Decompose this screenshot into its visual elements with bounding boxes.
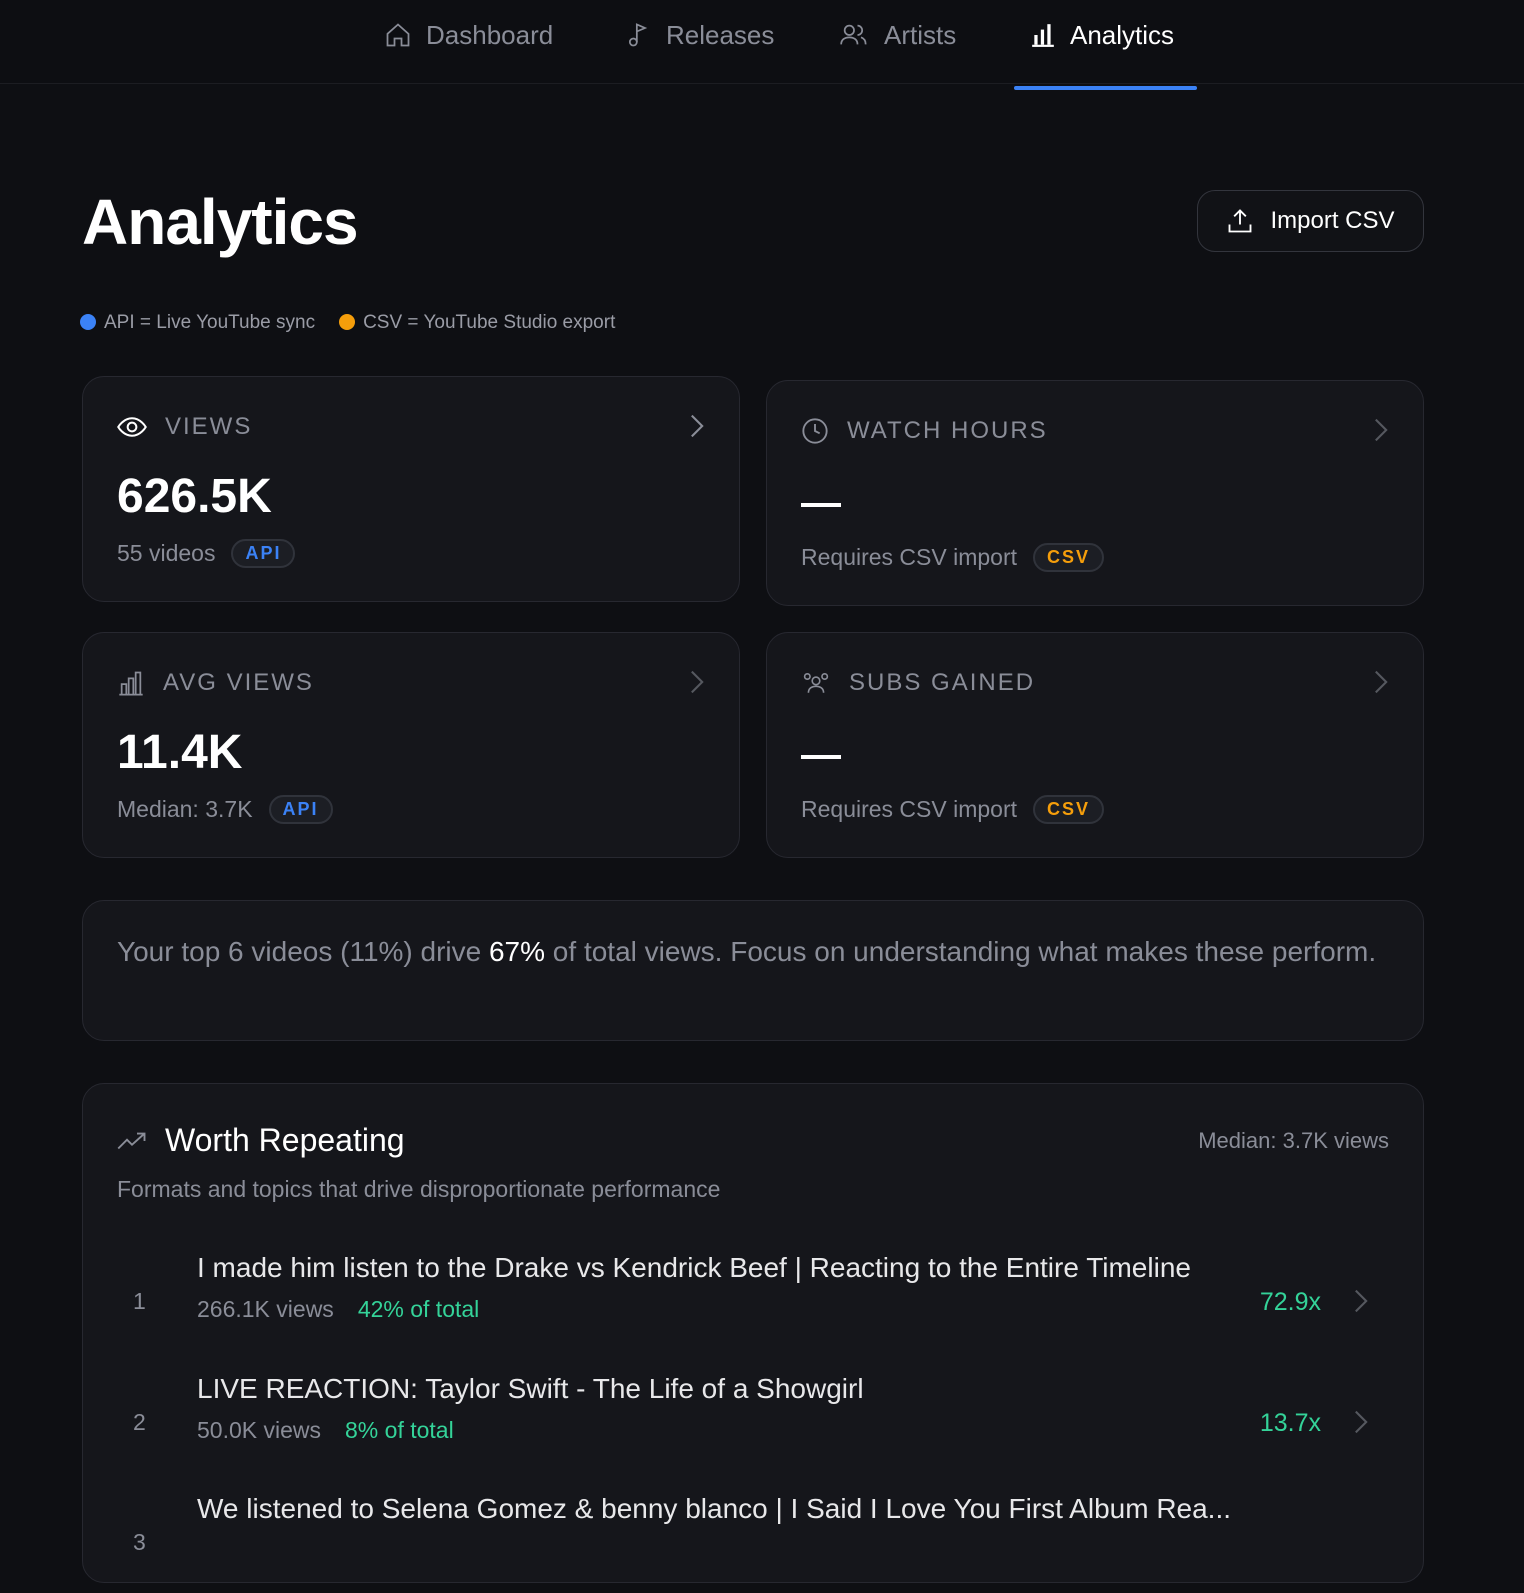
video-row[interactable]: 2 LIVE REACTION: Taylor Swift - The Life… <box>83 1373 1425 1473</box>
nav-dashboard[interactable]: Dashboard <box>384 18 553 52</box>
chevron-right-icon <box>1373 417 1389 443</box>
import-csv-button[interactable]: Import CSV <box>1197 190 1424 252</box>
views: 266.1K views <box>197 1296 334 1322</box>
empty-value-dash <box>801 503 841 507</box>
source-legend: API = Live YouTube sync CSV = YouTube St… <box>80 312 615 334</box>
nav-label: Dashboard <box>426 19 554 50</box>
multiplier: 13.7x <box>1259 1409 1321 1437</box>
multiplier: 72.9x <box>1259 1288 1321 1316</box>
rank: 3 <box>133 1529 146 1555</box>
card-label: VIEWS <box>165 413 253 440</box>
blue-dot-icon <box>80 314 96 330</box>
empty-value-dash <box>801 755 841 759</box>
chevron-right-icon <box>1373 669 1389 695</box>
card-sub: Requires CSV import <box>801 796 1018 822</box>
card-sub: Requires CSV import <box>801 544 1018 570</box>
users-icon <box>801 670 831 696</box>
chevron-right-icon <box>1353 1288 1369 1314</box>
trending-up-icon <box>117 1130 147 1152</box>
section-title: Worth Repeating <box>165 1122 405 1158</box>
percent-of-total: 42% of total <box>357 1296 480 1322</box>
nav-artists[interactable]: Artists <box>838 18 956 52</box>
card-sub: 55 videos <box>117 540 216 566</box>
video-title: I made him listen to the Drake vs Kendri… <box>197 1252 1191 1283</box>
nav-label: Releases <box>666 19 775 50</box>
import-csv-label: Import CSV <box>1270 207 1395 234</box>
page-title: Analytics <box>82 186 359 258</box>
legend-api: API = Live YouTube sync <box>80 312 315 334</box>
subs-gained-card[interactable]: SUBS GAINED Requires CSV import CSV <box>766 632 1424 858</box>
avg-views-card[interactable]: AVG VIEWS 11.4K Median: 3.7K API <box>82 632 740 858</box>
csv-badge: CSV <box>1033 543 1105 572</box>
card-label: AVG VIEWS <box>163 669 314 696</box>
bar-chart-icon <box>117 669 145 697</box>
nav-label: Artists <box>884 19 957 50</box>
top-nav: Dashboard Releases Artists Analytics <box>0 0 1524 84</box>
clock-icon <box>801 417 829 445</box>
video-row[interactable]: 1 I made him listen to the Drake vs Kend… <box>83 1252 1425 1352</box>
insight-highlight: 67% <box>488 936 546 967</box>
card-value: 11.4K <box>117 726 243 779</box>
section-description: Formats and topics that drive disproport… <box>117 1176 721 1202</box>
views-card[interactable]: VIEWS 626.5K 55 videos API <box>82 376 740 602</box>
rank: 1 <box>133 1288 146 1314</box>
api-badge: API <box>268 795 333 824</box>
views: 50.0K views <box>197 1417 322 1443</box>
chevron-right-icon <box>689 413 705 439</box>
legend-csv: CSV = YouTube Studio export <box>339 312 615 334</box>
card-value: 626.5K <box>117 470 272 523</box>
chevron-right-icon <box>1353 1409 1369 1435</box>
csv-badge: CSV <box>1033 795 1105 824</box>
insight-card: Your top 6 videos (11%) drive 67% of tot… <box>82 900 1424 1041</box>
nav-releases[interactable]: Releases <box>624 18 774 52</box>
nav-analytics[interactable]: Analytics <box>1030 18 1174 52</box>
nav-label: Analytics <box>1070 19 1175 50</box>
legend-api-text: API = Live YouTube sync <box>104 312 316 333</box>
upload-icon <box>1226 207 1254 235</box>
video-row[interactable]: 3 We listened to Selena Gomez & benny bl… <box>83 1493 1425 1593</box>
percent-of-total: 8% of total <box>345 1417 454 1443</box>
users-icon <box>838 21 870 49</box>
video-title: We listened to Selena Gomez & benny blan… <box>197 1493 1232 1524</box>
music-note-icon <box>624 21 652 49</box>
worth-repeating-panel: Worth Repeating Median: 3.7K views Forma… <box>82 1083 1424 1583</box>
chevron-right-icon <box>689 669 705 695</box>
api-badge: API <box>231 539 296 568</box>
eye-icon <box>117 415 147 439</box>
bar-chart-icon <box>1030 22 1056 48</box>
card-label: SUBS GAINED <box>849 669 1036 696</box>
card-label: WATCH HOURS <box>847 417 1048 444</box>
video-title: LIVE REACTION: Taylor Swift - The Life o… <box>197 1373 864 1404</box>
active-tab-indicator <box>1014 86 1197 90</box>
home-icon <box>384 21 412 49</box>
card-sub: Median: 3.7K <box>117 796 253 822</box>
insight-text-end: of total views. Focus on understanding w… <box>545 936 1377 967</box>
rank: 2 <box>133 1409 146 1435</box>
insight-text: Your top 6 videos (11%) drive <box>117 936 489 967</box>
orange-dot-icon <box>339 314 356 330</box>
legend-csv-text: CSV = YouTube Studio export <box>363 312 616 333</box>
median-label: Median: 3.7K views <box>1198 1128 1389 1153</box>
watch-hours-card[interactable]: WATCH HOURS Requires CSV import CSV <box>766 380 1424 606</box>
